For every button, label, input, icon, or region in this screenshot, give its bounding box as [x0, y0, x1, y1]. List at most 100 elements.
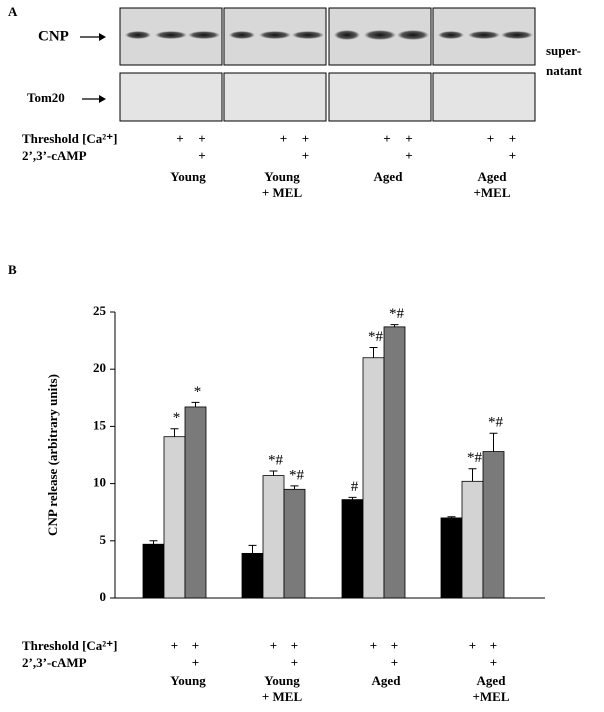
- bar: [383, 326, 406, 599]
- treatment-mark: +: [198, 131, 205, 146]
- blot-box: [432, 72, 536, 122]
- y-tick-label: 20: [93, 360, 106, 375]
- error-bar: [290, 485, 299, 490]
- blot-band: [229, 31, 255, 39]
- group-label: Young: [264, 169, 300, 184]
- row-label: Tom20: [27, 90, 65, 105]
- error-bar: [447, 516, 456, 518]
- treatment-mark: +: [280, 131, 287, 146]
- treatment-label: 2’,3’-cAMP: [22, 148, 87, 163]
- blot-band: [259, 31, 291, 39]
- treatment-mark: +: [405, 148, 412, 163]
- error-bar: [489, 432, 498, 452]
- treatment-label: Threshold [Ca²⁺]: [22, 638, 117, 653]
- y-tick-label: 0: [100, 589, 107, 604]
- significance-mark: *: [173, 410, 181, 426]
- error-bar: [390, 324, 399, 327]
- bar: [482, 451, 505, 599]
- blot-band: [364, 30, 396, 40]
- y-axis-label: CNP release (arbitrary units): [45, 374, 60, 536]
- blot-band: [501, 31, 533, 39]
- group-label: Aged: [372, 673, 402, 688]
- panel-label: A: [8, 4, 18, 19]
- side-label: natant: [546, 63, 583, 78]
- bar: [341, 499, 364, 599]
- group-label: Aged: [478, 169, 508, 184]
- significance-mark: *#: [488, 415, 504, 431]
- arrow-head: [99, 33, 106, 41]
- significance-mark: *#: [289, 467, 305, 483]
- treatment-mark: +: [302, 148, 309, 163]
- group-label: Young: [170, 673, 206, 688]
- y-tick-label: 10: [93, 475, 106, 490]
- blot-box: [328, 72, 432, 122]
- error-bar: [170, 428, 179, 437]
- row-label: CNP: [38, 28, 69, 44]
- treatment-mark: +: [171, 638, 178, 653]
- blot-band: [397, 30, 429, 40]
- error-bar: [269, 470, 278, 476]
- group-label: + MEL: [262, 185, 303, 200]
- significance-mark: *#: [467, 450, 483, 466]
- error-bar: [191, 401, 200, 407]
- blot-band: [334, 30, 360, 40]
- treatment-mark: +: [509, 148, 516, 163]
- arrow-head: [99, 95, 106, 103]
- side-label: super-: [546, 43, 581, 58]
- error-bar: [348, 496, 357, 500]
- group-label: Young: [170, 169, 206, 184]
- group-label: +MEL: [472, 689, 509, 704]
- bar: [262, 475, 285, 599]
- treatment-mark: +: [370, 638, 377, 653]
- blot-band: [188, 31, 220, 39]
- bar: [241, 552, 264, 599]
- bar: [440, 517, 463, 599]
- treatment-mark: +: [391, 638, 398, 653]
- bar: [184, 406, 207, 599]
- y-tick-label: 5: [100, 532, 107, 547]
- blot-band: [438, 31, 464, 39]
- error-bar: [468, 468, 477, 482]
- treatment-mark: +: [405, 131, 412, 146]
- treatment-mark: +: [469, 638, 476, 653]
- blot-box: [119, 72, 223, 122]
- group-label: Aged: [374, 169, 404, 184]
- blot-box: [223, 72, 327, 122]
- treatment-mark: +: [487, 131, 494, 146]
- significance-mark: *#: [268, 452, 284, 468]
- error-bar: [369, 346, 378, 358]
- group-label: + MEL: [262, 689, 303, 704]
- bar: [283, 488, 306, 599]
- treatment-mark: +: [198, 148, 205, 163]
- treatment-mark: +: [302, 131, 309, 146]
- treatment-mark: +: [291, 638, 298, 653]
- treatment-mark: +: [291, 655, 298, 670]
- error-bar: [248, 544, 257, 554]
- significance-mark: #: [351, 479, 359, 495]
- blot-band: [155, 31, 187, 39]
- treatment-label: Threshold [Ca²⁺]: [22, 131, 117, 146]
- blot-band: [292, 31, 324, 39]
- treatment-mark: +: [490, 655, 497, 670]
- error-bar: [149, 540, 158, 545]
- treatment-mark: +: [490, 638, 497, 653]
- y-tick-label: 15: [93, 417, 107, 432]
- treatment-mark: +: [192, 655, 199, 670]
- blot-band: [468, 31, 500, 39]
- y-tick-label: 25: [93, 303, 107, 318]
- bar: [362, 357, 385, 599]
- group-label: +MEL: [473, 185, 510, 200]
- treatment-mark: +: [176, 131, 183, 146]
- treatment-mark: +: [509, 131, 516, 146]
- treatment-mark: +: [383, 131, 390, 146]
- panel-label: B: [8, 262, 17, 277]
- group-label: Aged: [477, 673, 507, 688]
- treatment-mark: +: [391, 655, 398, 670]
- group-label: Young: [264, 673, 300, 688]
- bar: [163, 436, 186, 599]
- significance-mark: *#: [368, 329, 384, 345]
- significance-mark: *: [194, 384, 202, 400]
- bar: [142, 543, 165, 599]
- blot-panel: A CNP Tom20 super- natant: [8, 4, 583, 105]
